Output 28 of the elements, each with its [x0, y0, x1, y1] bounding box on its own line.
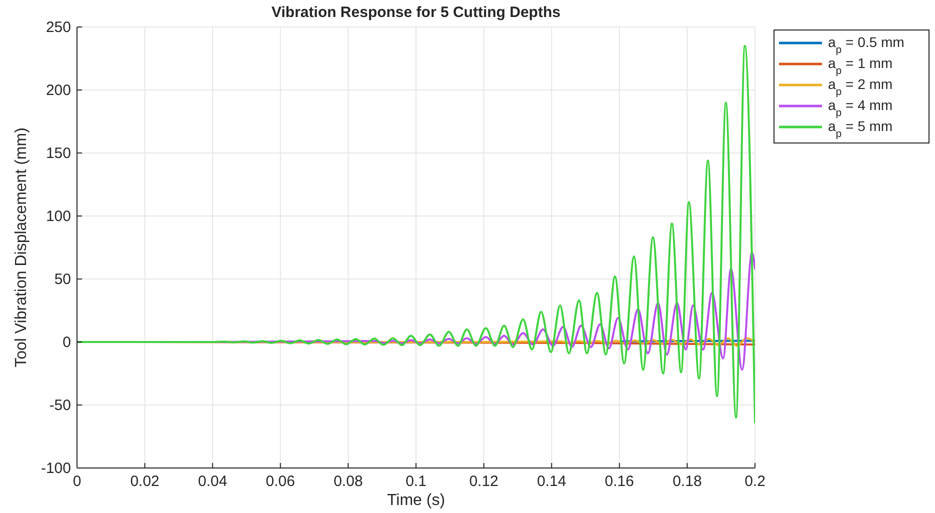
x-tick-label: 0.16 [604, 473, 634, 490]
x-tick-label: 0.04 [198, 473, 228, 490]
x-tick-label: 0.1 [406, 473, 426, 490]
x-tick-label: 0 [72, 473, 82, 490]
x-tick-label: 0.08 [334, 473, 363, 490]
line-series [77, 44, 755, 424]
x-tick-label: 0.14 [537, 473, 566, 490]
y-tick-label: -100 [40, 460, 71, 477]
y-tick-label: 50 [54, 271, 71, 288]
legend-label: a$_{p}$ = 0.5 mm [828, 34, 904, 56]
legend-label: a$_{p}$ = 2 mm [828, 76, 893, 98]
y-axis-title: Tool Vibration Displacement (mm) [13, 128, 30, 368]
x-tick-label: 0.2 [744, 473, 766, 490]
y-tick-label: 200 [46, 82, 71, 99]
x-tick-label: 0.18 [672, 473, 702, 490]
legend-label: a$_{p}$ = 4 mm [828, 97, 893, 119]
y-tick-label: 250 [46, 19, 71, 36]
legend-label: a$_{p}$ = 5 mm [828, 118, 893, 140]
x-axis-title: Time (s) [386, 492, 446, 509]
chart-title: Vibration Response for 5 Cutting Depths [272, 4, 560, 21]
y-tick-label: -50 [49, 397, 71, 414]
x-tick-label: 0.12 [469, 473, 498, 490]
legend-label: a$_{p}$ = 1 mm [828, 55, 893, 77]
x-tick-label: 0.02 [130, 473, 160, 490]
y-tick-label: 150 [46, 145, 71, 162]
x-tick-label: 0.06 [266, 473, 295, 490]
y-tick-label: 100 [46, 208, 71, 225]
y-tick-label: 0 [62, 334, 71, 351]
